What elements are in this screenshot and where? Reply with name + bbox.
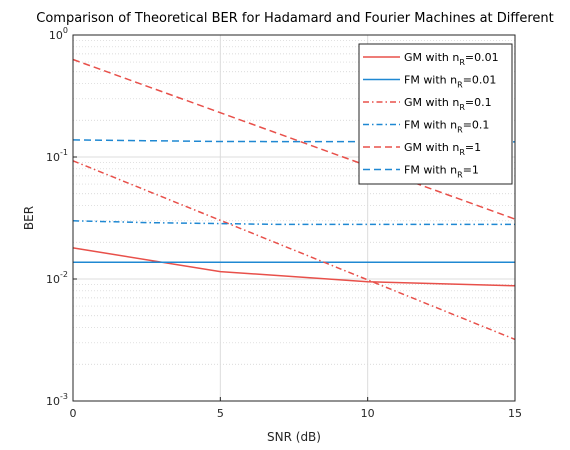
y-tick-label: 10-2 (46, 270, 68, 286)
legend-label-3: GM with nR=0.1 (404, 96, 492, 112)
series-line-1 (72, 247, 516, 287)
x-tick-label: 15 (508, 407, 522, 420)
legend-label-1: GM with nR=0.01 (404, 51, 499, 67)
x-tick-label: 10 (361, 407, 375, 420)
series-layer (72, 58, 516, 341)
y-tick-label: 10-1 (46, 148, 68, 164)
x-axis-label: SNR (dB) (267, 430, 321, 444)
y-tick-label: 100 (49, 26, 68, 42)
chart-title: Comparison of Theoretical BER for Hadama… (36, 11, 554, 26)
legend: GM with nR=0.01 FM with nR=0.01 GM with nR… (358, 43, 513, 185)
legend-label-2: FM with nR=0.01 (404, 74, 496, 90)
x-axis-ticks: 0 5 10 15 (70, 397, 522, 420)
y-axis-ticks: 10-3 10-2 10-1 100 (46, 26, 77, 408)
series-line-5 (72, 58, 516, 220)
x-tick-label: 0 (70, 407, 77, 420)
legend-label-5: GM with nR=1 (404, 141, 481, 157)
y-axis-label: BER (22, 206, 36, 230)
series-line-3 (72, 160, 516, 341)
series-line-4 (72, 220, 515, 226)
legend-label-4: FM with nR=0.1 (404, 119, 489, 135)
legend-box (358, 43, 513, 185)
axes-box (72, 34, 516, 402)
y-tick-label: 10-3 (46, 392, 68, 408)
legend-label-6: FM with nR=1 (404, 164, 479, 180)
x-tick-label: 5 (217, 407, 224, 420)
